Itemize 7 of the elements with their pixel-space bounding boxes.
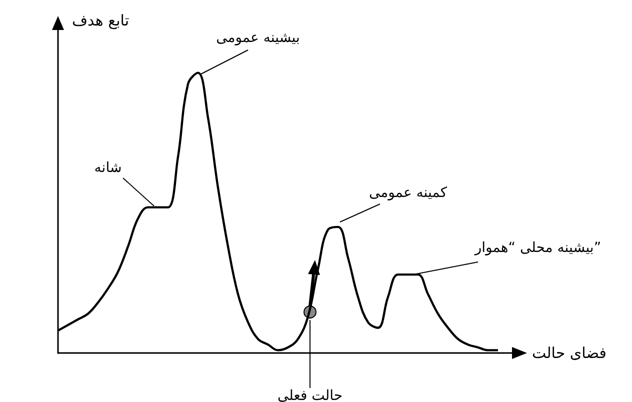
y-axis-title: تابع هدف xyxy=(72,12,130,30)
annotation: کمینه عمومی xyxy=(368,185,448,201)
text: حالت فعلی xyxy=(277,388,343,402)
x-axis-title: فضای حالت xyxy=(532,344,606,362)
annotation: شانه xyxy=(94,160,122,176)
text: بیشینه عمومی xyxy=(216,30,300,46)
annotation: بیشینه محلی “هموار” xyxy=(474,240,602,256)
